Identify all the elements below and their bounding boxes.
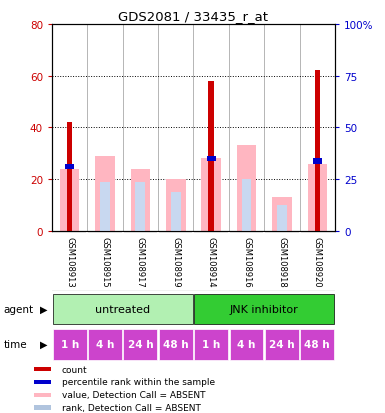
Bar bbox=[272, 198, 291, 231]
Bar bbox=[201, 159, 221, 231]
Text: count: count bbox=[62, 365, 88, 374]
Bar bbox=[209, 82, 214, 231]
Bar bbox=[313, 159, 322, 164]
Text: percentile rank within the sample: percentile rank within the sample bbox=[62, 377, 215, 387]
Bar bbox=[194, 329, 228, 360]
Bar bbox=[229, 329, 263, 360]
Bar bbox=[277, 206, 287, 231]
Text: GSM108915: GSM108915 bbox=[100, 236, 110, 287]
Bar bbox=[136, 182, 146, 231]
Bar bbox=[34, 367, 52, 371]
Bar bbox=[265, 329, 299, 360]
Bar bbox=[100, 182, 110, 231]
Text: 1 h: 1 h bbox=[60, 339, 79, 349]
Text: untreated: untreated bbox=[95, 304, 150, 314]
Text: GSM108918: GSM108918 bbox=[277, 236, 286, 287]
Text: 1 h: 1 h bbox=[202, 339, 220, 349]
Text: JNK inhibitor: JNK inhibitor bbox=[230, 304, 299, 314]
Bar bbox=[207, 157, 216, 161]
Text: 24 h: 24 h bbox=[127, 339, 153, 349]
Text: GSM108920: GSM108920 bbox=[313, 236, 322, 287]
Bar bbox=[34, 393, 52, 397]
Bar bbox=[131, 169, 150, 231]
Bar bbox=[308, 164, 327, 231]
Text: GSM108917: GSM108917 bbox=[136, 236, 145, 287]
Bar bbox=[53, 294, 193, 325]
Bar bbox=[159, 329, 193, 360]
Text: time: time bbox=[4, 339, 27, 349]
Bar bbox=[241, 180, 251, 231]
Bar bbox=[166, 180, 186, 231]
Text: rank, Detection Call = ABSENT: rank, Detection Call = ABSENT bbox=[62, 403, 201, 412]
Bar bbox=[65, 164, 74, 169]
Bar bbox=[88, 329, 122, 360]
Text: GDS2081 / 33435_r_at: GDS2081 / 33435_r_at bbox=[117, 10, 268, 23]
Text: GSM108916: GSM108916 bbox=[242, 236, 251, 287]
Text: ▶: ▶ bbox=[40, 339, 48, 349]
Text: 4 h: 4 h bbox=[96, 339, 114, 349]
Text: agent: agent bbox=[4, 304, 34, 314]
Bar bbox=[194, 294, 334, 325]
Text: GSM108913: GSM108913 bbox=[65, 236, 74, 287]
Bar bbox=[300, 329, 334, 360]
Bar bbox=[34, 406, 52, 410]
Text: 4 h: 4 h bbox=[237, 339, 256, 349]
Text: value, Detection Call = ABSENT: value, Detection Call = ABSENT bbox=[62, 390, 206, 399]
Bar bbox=[34, 380, 52, 384]
Text: GSM108914: GSM108914 bbox=[207, 236, 216, 287]
Bar bbox=[67, 123, 72, 231]
Bar bbox=[315, 71, 320, 231]
Text: 24 h: 24 h bbox=[269, 339, 295, 349]
Bar bbox=[171, 192, 181, 231]
Bar bbox=[95, 157, 115, 231]
Text: 48 h: 48 h bbox=[305, 339, 330, 349]
Text: ▶: ▶ bbox=[40, 304, 48, 314]
Text: 48 h: 48 h bbox=[163, 339, 189, 349]
Bar bbox=[237, 146, 256, 231]
Bar bbox=[60, 169, 79, 231]
Bar bbox=[53, 329, 87, 360]
Text: GSM108919: GSM108919 bbox=[171, 236, 180, 287]
Bar bbox=[124, 329, 157, 360]
